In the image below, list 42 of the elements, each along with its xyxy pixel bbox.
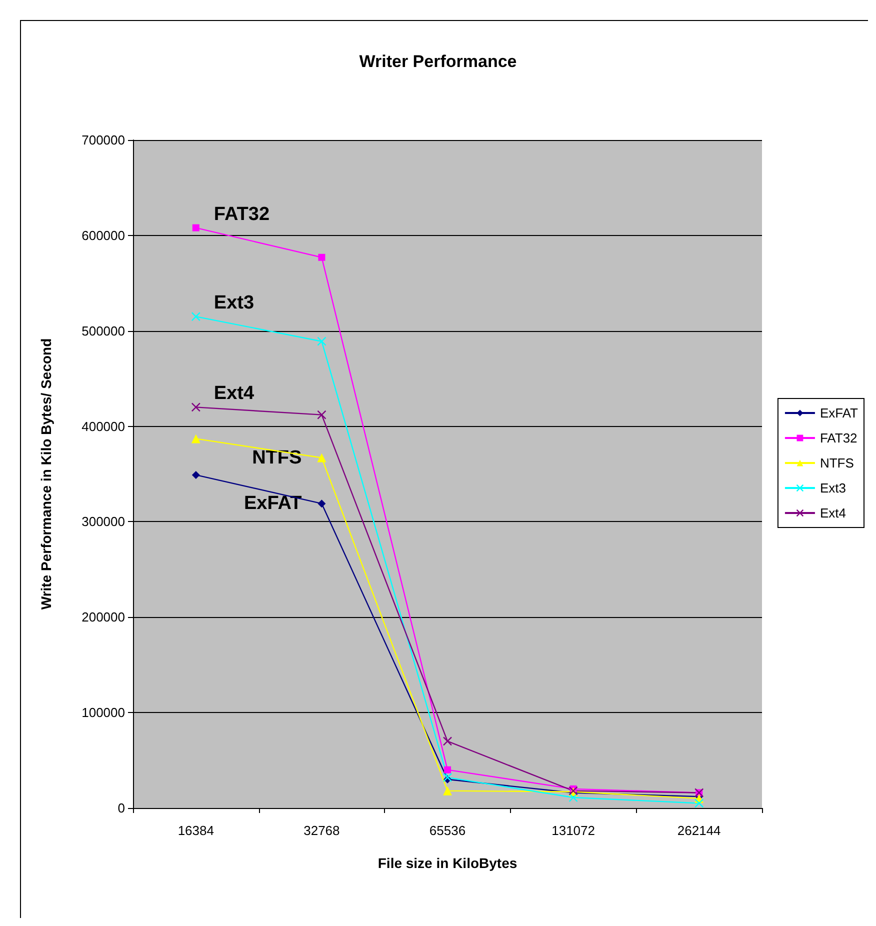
- y-tick-label: 200000: [82, 610, 125, 625]
- point: [442, 772, 452, 782]
- point: [317, 410, 326, 420]
- y-tick-label: 700000: [82, 132, 125, 148]
- point: [442, 736, 452, 746]
- legend-label: ExFAT: [820, 406, 858, 420]
- point: [192, 224, 200, 232]
- x-tick-label: 16384: [178, 823, 214, 838]
- x-tick-label: 32768: [304, 823, 340, 838]
- point: [191, 434, 200, 444]
- y-tick-label: 300000: [82, 514, 125, 530]
- legend-label: Ext4: [820, 506, 846, 520]
- point: [317, 453, 326, 462]
- x-axis-title: File size in KiloBytes: [378, 855, 518, 871]
- point: [317, 336, 326, 346]
- annotation: ExFAT: [244, 493, 302, 514]
- y-tick-label: 500000: [82, 323, 125, 338]
- x-tick-label: 262144: [677, 823, 721, 838]
- point: [318, 254, 326, 261]
- point: [191, 312, 200, 322]
- y-tick-label: 100000: [82, 705, 125, 720]
- legend-label: Ext3: [820, 480, 846, 496]
- y-tick-label: 600000: [82, 228, 125, 243]
- y-axis-title: Write Performance in Kilo Bytes/ Second: [38, 338, 54, 610]
- legend-label: NTFS: [820, 456, 854, 470]
- point: [191, 402, 200, 412]
- point: [443, 786, 452, 796]
- legend-label: FAT32: [820, 430, 858, 446]
- y-tick-label: 400000: [82, 418, 125, 434]
- point: [444, 766, 451, 774]
- annotation: Ext3: [214, 292, 254, 314]
- annotation: NTFS: [252, 447, 302, 468]
- y-tick-label: 0: [118, 800, 125, 816]
- point: [694, 798, 704, 808]
- x-tick-label: 131072: [552, 823, 595, 838]
- annotation: FAT32: [214, 204, 270, 225]
- annotation: Ext4: [214, 383, 254, 404]
- point: [192, 470, 200, 479]
- point: [568, 792, 578, 802]
- chart-title: Writer Performance: [359, 52, 517, 71]
- x-tick-label: 65536: [429, 823, 466, 838]
- point: [318, 500, 326, 508]
